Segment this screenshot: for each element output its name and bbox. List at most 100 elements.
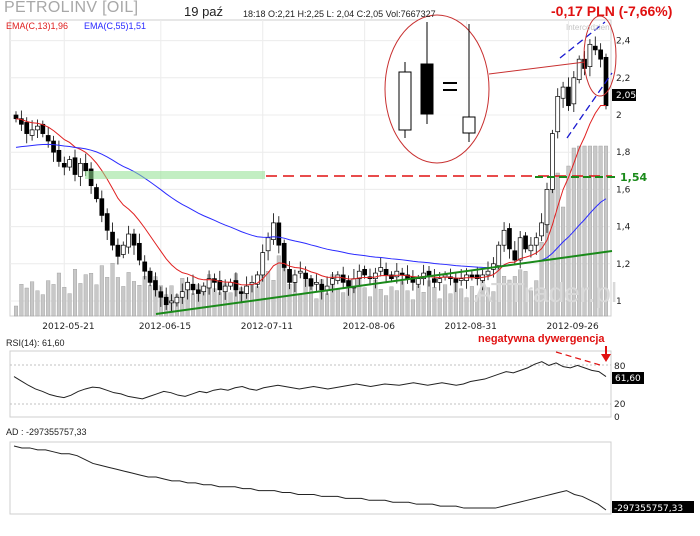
volume-bar xyxy=(555,172,560,317)
y-tick-label: 1,8 xyxy=(616,148,631,158)
candle xyxy=(281,239,287,272)
ema55-legend: EMA(C,55)1,51 xyxy=(84,21,147,31)
volume-bar xyxy=(255,286,260,317)
candle xyxy=(29,120,35,141)
rsi-tick-20: 20 xyxy=(614,400,626,410)
volume-bar xyxy=(126,272,131,317)
volume-bar xyxy=(51,284,56,317)
candle xyxy=(222,279,228,300)
volume-bar xyxy=(115,277,120,317)
candle xyxy=(319,279,325,300)
divergence-dashed-line xyxy=(555,351,601,366)
volume-bar xyxy=(448,293,453,317)
candle xyxy=(276,216,282,254)
level-1-54-label: 1,54 xyxy=(620,171,647,184)
candle xyxy=(598,43,603,68)
volume-bars xyxy=(13,145,609,317)
candle xyxy=(378,257,384,277)
volume-bar xyxy=(46,280,51,317)
volume-bar xyxy=(582,145,587,317)
candle xyxy=(507,223,512,259)
candle xyxy=(405,265,410,284)
candle xyxy=(115,238,121,265)
volume-bar xyxy=(518,269,523,317)
callout-hammer-candle xyxy=(462,24,476,142)
ohlc-readout: 18:18 O:2,21 H:2,25 L: 2,04 C:2,05 Vol:7… xyxy=(243,9,436,19)
volume-bar xyxy=(105,277,110,317)
volume-bar xyxy=(341,292,346,317)
rsi-tick-80: 80 xyxy=(614,362,626,372)
candle xyxy=(592,36,598,56)
rsi-tick-0: 0 xyxy=(614,413,620,423)
candle xyxy=(356,264,362,287)
ema13-line xyxy=(15,104,607,286)
volume-bar xyxy=(410,299,415,317)
candle xyxy=(314,274,319,291)
volume-bar xyxy=(30,281,35,317)
volume-bar xyxy=(507,279,512,317)
rsi-value-tag xyxy=(612,372,644,384)
candle xyxy=(501,222,507,252)
ad-value-tag xyxy=(612,501,694,513)
candle xyxy=(238,286,244,304)
candle xyxy=(410,270,416,291)
volume-bar xyxy=(142,276,147,317)
volume-bar xyxy=(83,274,88,317)
candle xyxy=(206,270,212,295)
volume-bar xyxy=(212,288,217,317)
last-price-tag xyxy=(612,89,636,101)
ad-value-label: -297355757,33 xyxy=(614,504,683,514)
volume-bar xyxy=(394,290,399,317)
price-change: -0,17 PLN (-7,66%) xyxy=(551,3,673,19)
volume-bar xyxy=(475,295,480,317)
volume-bar xyxy=(491,291,496,317)
volume-bar xyxy=(19,284,24,317)
volume-bar xyxy=(56,272,61,317)
volume-bar xyxy=(67,293,72,317)
x-tick-label: 2012-08-31 xyxy=(445,322,497,332)
candle xyxy=(297,261,303,279)
candle xyxy=(147,267,153,287)
candle xyxy=(517,231,523,269)
candle xyxy=(523,232,528,253)
candle xyxy=(217,270,223,296)
volume-bar xyxy=(523,271,528,317)
volume-bar xyxy=(437,298,442,317)
volume-bar xyxy=(459,288,464,317)
y-tick-label: 1,6 xyxy=(616,185,631,195)
candle xyxy=(169,294,174,312)
volume-bar xyxy=(40,294,45,317)
divergence-arrow xyxy=(601,346,611,362)
volume-bar xyxy=(405,290,410,317)
ticker-title: PETROLINV [OIL] xyxy=(4,0,139,16)
volume-bar xyxy=(362,287,367,317)
candle xyxy=(126,225,131,254)
rsi-panel-frame xyxy=(9,350,612,418)
ad-title: AD : -297355757,33 xyxy=(6,427,87,437)
watermark: ATTrader.pl xyxy=(474,277,618,308)
callout-connector-line xyxy=(488,61,586,75)
resistance-zone xyxy=(85,171,265,179)
candle xyxy=(453,273,459,293)
y-tick-label: 1,4 xyxy=(616,223,631,233)
candle xyxy=(271,213,276,245)
volume-bar xyxy=(121,286,126,317)
candle xyxy=(383,262,389,284)
volume-bar xyxy=(512,276,517,317)
candle xyxy=(485,261,491,281)
callout-white-candle xyxy=(398,62,412,138)
x-tick-label: 2012-06-15 xyxy=(139,322,191,332)
candle xyxy=(61,156,67,176)
candle xyxy=(555,88,561,139)
x-tick-label: 2012-08-06 xyxy=(343,322,396,332)
candle xyxy=(528,237,534,258)
volume-bar xyxy=(469,286,474,317)
candle xyxy=(373,267,378,289)
volume-bar xyxy=(89,273,94,317)
candle xyxy=(544,182,550,233)
volume-bar xyxy=(566,165,571,317)
volume-bar xyxy=(131,281,136,317)
volume-bar xyxy=(35,290,40,317)
candle xyxy=(421,264,426,286)
